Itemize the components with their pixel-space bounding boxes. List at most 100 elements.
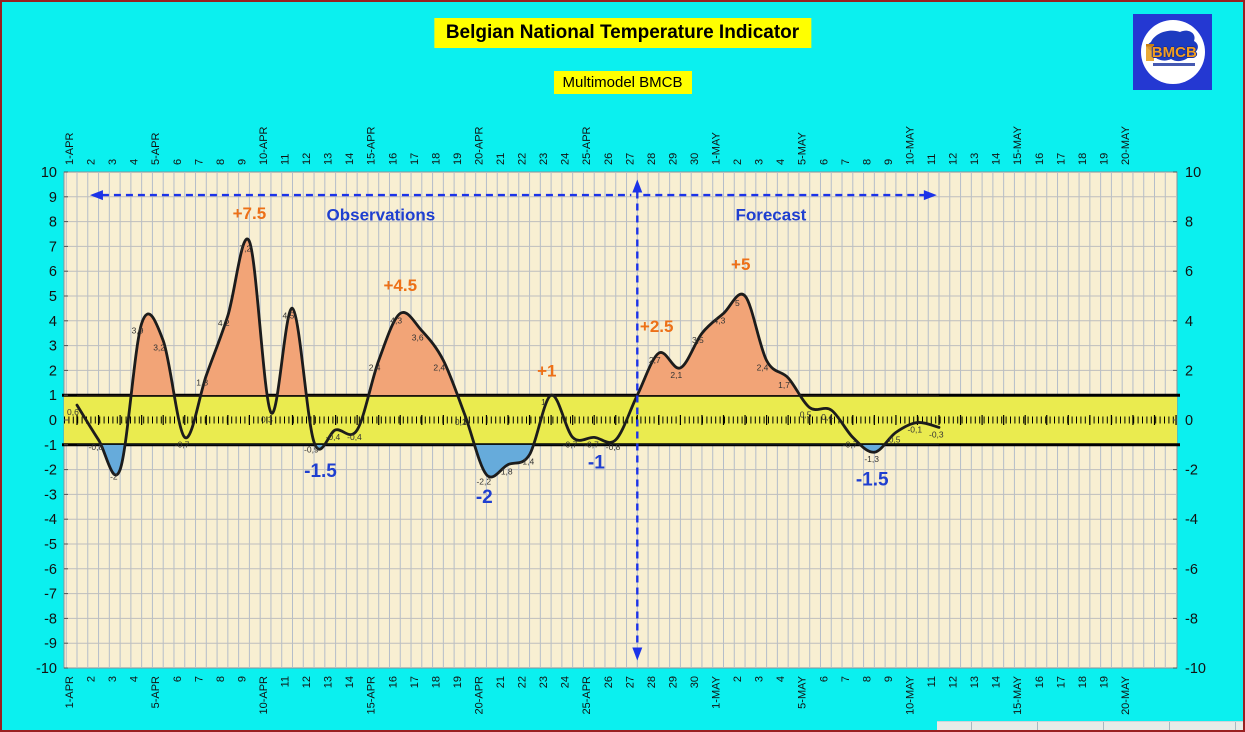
y-tick-label: 4 (1185, 314, 1193, 330)
x-tick-label: 7 (840, 159, 852, 165)
x-tick-label: 19 (1098, 153, 1110, 165)
peak-annotation: +7.5 (233, 204, 267, 223)
y-tick-label: -6 (1185, 562, 1198, 578)
x-tick-label: 29 (667, 153, 679, 165)
x-tick-label: 4 (775, 676, 787, 682)
x-axis-top: 1-APR 2 3 4 5-APR 6 7 8 9 10-APR 11 12 13 14 15-APR 16 1… (64, 125, 1132, 165)
extreme-annotations: +7.5 +4.5 +1 +2.5 +5 -1.5 -2 -1 -1.5 (233, 204, 889, 508)
x-tick-label: 20-APR (473, 126, 485, 165)
x-tick-label: 17 (1055, 676, 1067, 688)
x-tick-label: 5-APR (150, 676, 162, 708)
x-tick-label: 27 (624, 676, 636, 688)
data-point-label: 1 (541, 397, 546, 407)
y-tick-label: -10 (36, 661, 57, 677)
data-point-label: -1,3 (864, 454, 879, 464)
x-tick-label: 16 (1034, 153, 1046, 165)
y-tick-label: 9 (49, 190, 57, 206)
dip-annotation: -1 (588, 452, 605, 473)
data-point-label: -0,7 (584, 439, 599, 449)
data-point-label: -2 (110, 472, 118, 482)
x-tick-label: 23 (538, 676, 550, 688)
x-tick-label: 3 (754, 159, 766, 165)
x-tick-label: 22 (517, 153, 529, 165)
x-tick-label: 27 (624, 153, 636, 165)
peak-annotation: +5 (731, 255, 750, 274)
x-tick-label: 8 (861, 159, 873, 165)
x-tick-label: 14 (991, 676, 1003, 688)
x-tick-label: 6 (172, 676, 184, 682)
x-tick-label: 24 (560, 153, 572, 165)
x-tick-label: 9 (236, 676, 248, 682)
data-point-label: 3,2 (153, 343, 165, 353)
x-tick-label: 8 (861, 676, 873, 682)
data-point-label: 2,7 (649, 355, 661, 365)
warm-anomaly-fill (131, 239, 800, 396)
y-tick-label: 5 (49, 289, 57, 305)
x-tick-label: 5-MAY (797, 675, 809, 708)
data-point-label: 1,8 (196, 377, 208, 387)
y-tick-label: -6 (44, 562, 57, 578)
peak-annotation: +2.5 (640, 317, 674, 336)
data-point-label: -0,7 (843, 439, 858, 449)
x-tick-label: 4 (129, 676, 141, 682)
x-tick-label: 13 (323, 676, 335, 688)
peak-annotation: +1 (537, 362, 556, 381)
data-point-label: -1,8 (498, 467, 513, 477)
x-tick-label: 18 (1077, 676, 1089, 688)
cold-anomaly-fill (77, 444, 939, 477)
x-tick-label: 26 (603, 153, 615, 165)
data-point-label: -0,1 (907, 424, 922, 434)
x-tick-label: 15-MAY (1012, 125, 1024, 165)
y-tick-label: -4 (1185, 512, 1198, 528)
data-point-label: 1,7 (778, 380, 790, 390)
region-label: Forecast (735, 205, 806, 224)
x-tick-label: 1-APR (64, 133, 76, 165)
x-tick-label: 9 (236, 159, 248, 165)
x-tick-label: 12 (301, 676, 313, 688)
data-point-label: 2,1 (670, 370, 682, 380)
x-tick-label: 25-APR (581, 676, 593, 715)
x-tick-label: 30 (689, 153, 701, 165)
y-tick-label: -8 (1185, 611, 1198, 627)
data-point-label: -0,7 (563, 439, 578, 449)
x-tick-label: 5-APR (150, 133, 162, 165)
x-tick-label: 19 (1098, 676, 1110, 688)
data-point-label: 0,2 (455, 417, 467, 427)
x-tick-label: 3 (107, 159, 119, 165)
x-tick-label: 1-APR (64, 676, 76, 708)
x-tick-label: 18 (1077, 153, 1089, 165)
data-point-label: 0,5 (800, 410, 812, 420)
spreadsheet-cells-strip (937, 721, 1243, 730)
x-tick-label: 28 (646, 676, 658, 688)
temperature-curve (75, 237, 941, 479)
y-tick-label: 8 (1185, 215, 1193, 231)
dip-annotation: -1.5 (856, 470, 889, 491)
x-tick-label: 8 (215, 676, 227, 682)
x-tick-label: 6 (172, 159, 184, 165)
x-tick-label: 19 (452, 676, 464, 688)
x-tick-label: 13 (969, 153, 981, 165)
x-tick-label: 2 (86, 159, 98, 165)
y-tick-label: 6 (49, 264, 57, 280)
data-point-label: 2,4 (369, 362, 381, 372)
x-tick-label: 12 (948, 676, 960, 688)
x-tick-label: 17 (1055, 153, 1067, 165)
data-point-labels: 0,6 -0,8 -2 3,9 3,2 -0,7 1,8 4,2 7,2 0,3 4,5 -0,9 -0… (67, 243, 944, 486)
x-tick-label: 15-MAY (1012, 675, 1024, 715)
data-point-label: 0,6 (67, 407, 79, 417)
x-tick-label: 17 (409, 676, 421, 688)
y-tick-label: 3 (49, 339, 57, 355)
observation-forecast-arrows (89, 179, 937, 661)
arrow-down-icon (632, 647, 643, 661)
x-tick-label: 28 (646, 153, 658, 165)
x-tick-label: 25-APR (581, 126, 593, 165)
x-tick-label: 2 (732, 159, 744, 165)
x-tick-label: 4 (129, 159, 141, 165)
y-tick-label: -1 (44, 438, 57, 454)
y-tick-label: -5 (44, 537, 57, 553)
x-tick-label: 11 (926, 154, 938, 165)
y-tick-label: 2 (49, 363, 57, 379)
x-tick-label: 21 (495, 153, 507, 165)
y-tick-label: -3 (44, 487, 57, 503)
